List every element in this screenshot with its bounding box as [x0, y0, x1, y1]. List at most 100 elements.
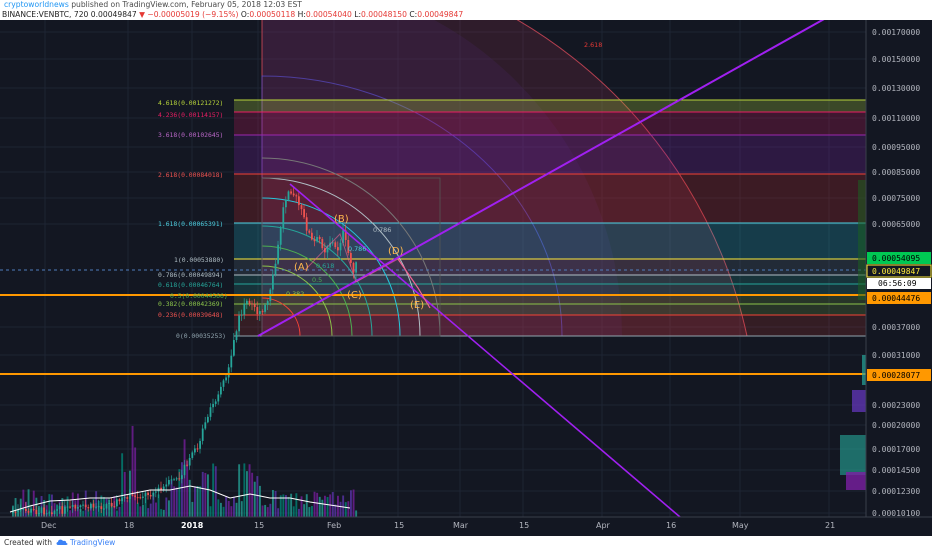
price-tick: 0.00014500 [872, 466, 920, 475]
volume-bar [298, 508, 300, 517]
chart-pane[interactable]: 4.618(0.00121272) 4.236(0.00114157) 3.61… [0, 20, 932, 536]
candle-body [64, 506, 66, 514]
candle-body [142, 496, 144, 498]
time-tick: 15 [394, 521, 404, 530]
candle-body [201, 428, 204, 441]
time-axis[interactable] [0, 517, 866, 536]
volume-bar [32, 490, 35, 517]
candle-body [334, 242, 337, 248]
volume-bar [290, 493, 293, 517]
candle-body [139, 497, 142, 499]
fib-labels: 4.618(0.00121272) 4.236(0.00114157) 3.61… [158, 99, 228, 340]
fan-label-0786-b: 0.786 [373, 226, 391, 234]
fib-band-1618 [234, 223, 866, 259]
candle-body [243, 303, 246, 315]
candle-body [196, 448, 199, 450]
candle-body [100, 506, 103, 509]
candle-body [116, 499, 118, 507]
candle-body [285, 199, 287, 208]
volume-bar [240, 501, 243, 517]
quote-line: BINANCE:VENBTC, 720 0.00049847 ▼ −0.0000… [2, 10, 463, 20]
chart-canvas[interactable]: 4.618(0.00121272) 4.236(0.00114157) 3.61… [0, 20, 932, 536]
fib-label-0618: 0.618(0.00046764) [158, 281, 223, 289]
volume-bar [212, 463, 215, 517]
volume-bar [246, 471, 248, 517]
candle-body [342, 230, 344, 243]
time-tick: Dec [41, 521, 56, 530]
candle-body [48, 512, 51, 514]
candle-body [108, 502, 110, 505]
volume-bar [170, 480, 173, 517]
candle-body [246, 300, 248, 304]
price-tick: 0.00150000 [872, 55, 920, 64]
candle-body [220, 386, 222, 395]
volume-bar [165, 497, 168, 517]
volume-bar [209, 506, 212, 517]
candle-body [45, 513, 48, 515]
volume-bar [350, 490, 352, 517]
candle-body [123, 497, 126, 499]
volume-bar [22, 489, 25, 517]
candle-body [305, 217, 308, 231]
volume-bar [259, 485, 261, 517]
volume-bar [196, 486, 199, 517]
fib-label-05: 0.5(0.00044566) [170, 292, 228, 300]
candle-body [95, 506, 97, 508]
time-tick: May [732, 521, 749, 530]
wave-label-a: (A) [294, 262, 309, 273]
chart-background [0, 20, 932, 536]
candle-body [318, 236, 321, 239]
publish-line: cryptoworldnews published on TradingView… [4, 0, 302, 10]
candle-body [321, 238, 324, 249]
volume-bar [352, 489, 355, 517]
candle-body [12, 511, 14, 513]
last-price: 0.00049847 [90, 10, 137, 19]
candle-body [61, 506, 64, 514]
candle-body [311, 232, 313, 240]
volume-bar [48, 494, 51, 517]
candle-body [175, 478, 178, 480]
candle-body [292, 193, 295, 196]
price-tick: 0.00020000 [872, 421, 920, 430]
fib-label-0382: 0.382(0.00042369) [158, 300, 223, 308]
volume-bar [160, 509, 163, 517]
candle-body [287, 191, 290, 200]
volume-bar [277, 508, 280, 517]
volume-bar [162, 509, 165, 517]
candle-body [248, 300, 251, 304]
open-label: O: [240, 10, 250, 19]
volume-bar [282, 494, 285, 517]
volume-bar [329, 494, 332, 517]
candle-body [300, 205, 303, 210]
time-tick: 15 [254, 521, 264, 530]
badge-current-text: 0.00049847 [872, 267, 920, 276]
fib-band-4236 [234, 112, 866, 135]
candle-body [74, 504, 77, 509]
volume-bar [311, 505, 313, 517]
candle-body [191, 452, 194, 458]
time-tick-year: 2018 [181, 521, 204, 530]
volume-bar [222, 506, 225, 517]
price-tick: 0.00017000 [872, 445, 920, 454]
candle-body [14, 511, 17, 513]
volume-bar [131, 425, 134, 517]
tradingview-brand[interactable]: TradingView [70, 538, 116, 547]
candle-body [339, 242, 342, 251]
volume-bar [110, 502, 113, 517]
fib-label-1: 1(0.00053880) [174, 256, 224, 264]
badge-level-3 [867, 369, 931, 381]
grid-vertical [44, 20, 830, 517]
candle-body [303, 209, 305, 218]
candle-body [40, 507, 43, 513]
fib-label-0786: 0.786(0.00049894) [158, 271, 223, 279]
price-tick: 0.00075000 [872, 194, 920, 203]
time-tick: 21 [825, 521, 835, 530]
open-value: 0.00050118 [249, 10, 296, 19]
candle-body [92, 503, 95, 508]
candle-body [17, 509, 19, 512]
author-link[interactable]: cryptoworldnews [4, 0, 69, 9]
volume-bar [243, 463, 246, 517]
candle-body [79, 505, 82, 508]
volume-profile [840, 180, 866, 490]
candle-body [251, 303, 253, 305]
